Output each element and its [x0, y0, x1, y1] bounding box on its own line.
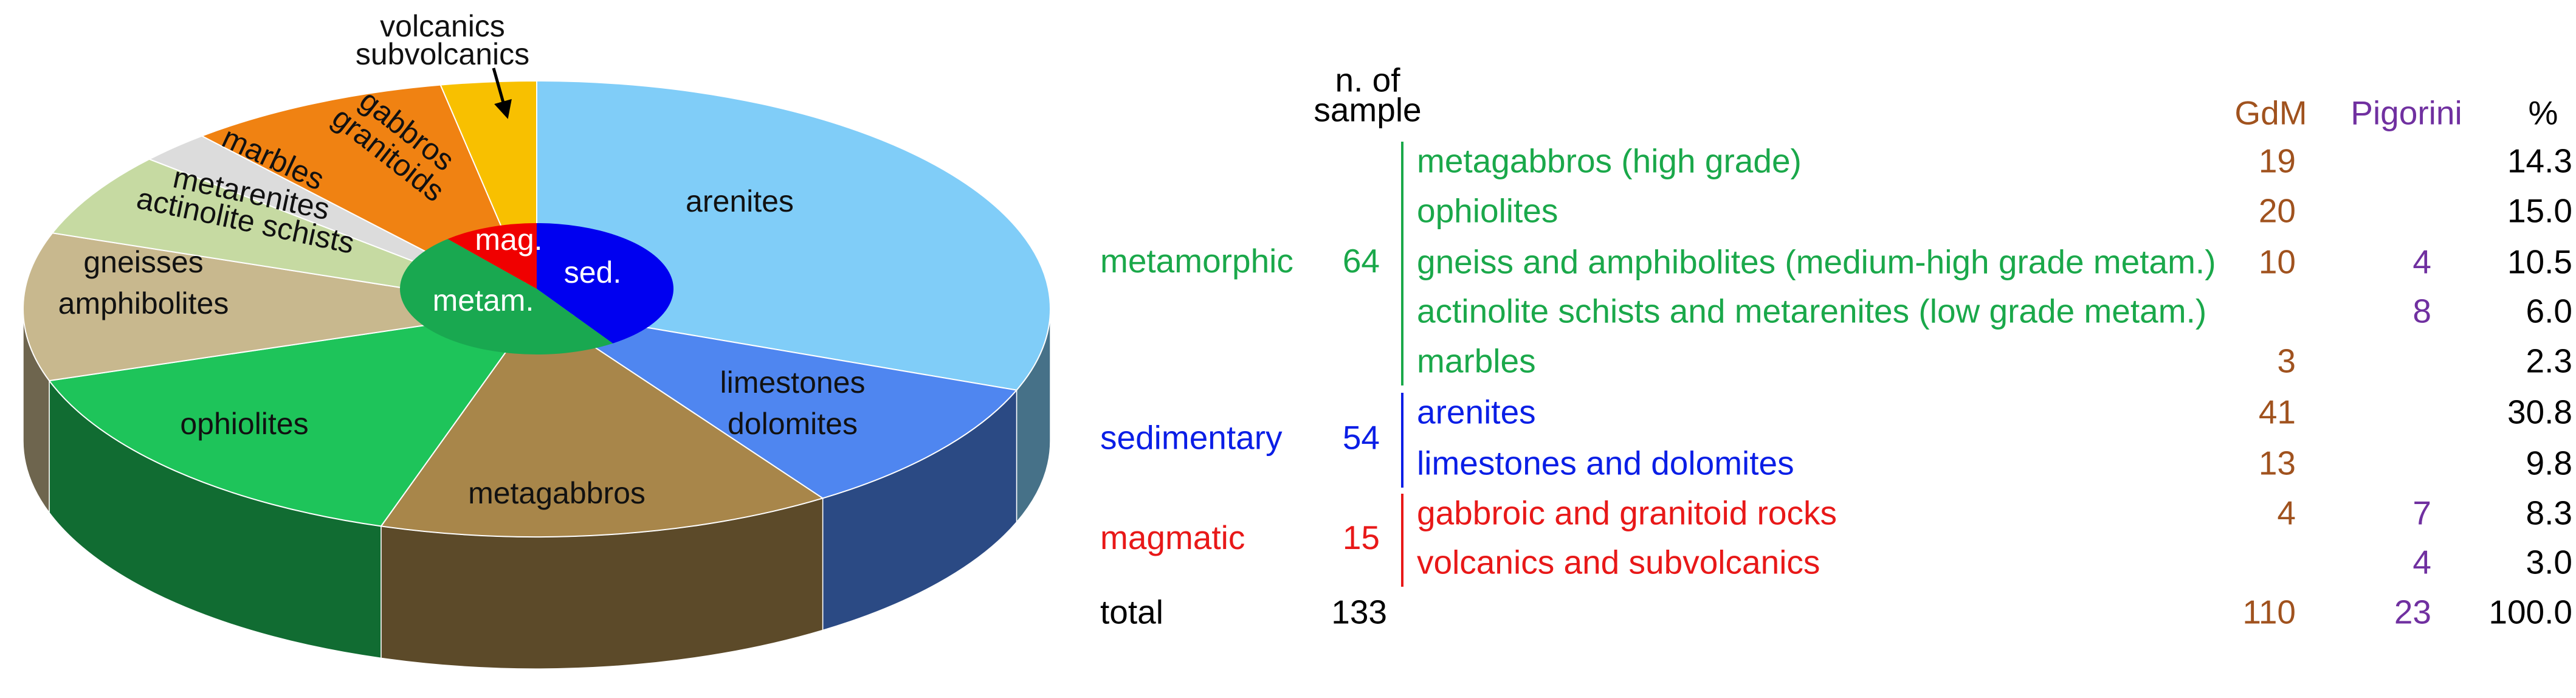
gdm-count: 4 [2277, 494, 2296, 532]
slice-label-line: dolomites [728, 407, 858, 441]
percent: 10.5 [2507, 243, 2572, 281]
label-arrow [492, 67, 512, 119]
gdm-count: 19 [2259, 142, 2296, 180]
pigorini-count: 8 [2412, 292, 2431, 330]
slice [380, 308, 824, 537]
slice-label-line: ophiolites [180, 407, 308, 441]
header: GdM [2234, 94, 2307, 132]
total-label: total [1100, 593, 1163, 631]
row-name: gneiss and amphibolites (medium-high gra… [1417, 243, 2216, 281]
percent: 3.0 [2526, 544, 2572, 581]
slice-label: limestones dolomites [720, 365, 866, 441]
total-pigorini: 23 [2394, 593, 2431, 631]
percent: 6.0 [2526, 292, 2572, 330]
group-count: 64 [1343, 242, 1380, 280]
slice [22, 232, 537, 382]
group-name: magmatic [1100, 519, 1245, 556]
row-name: gabbroic and granitoid rocks [1417, 494, 1837, 532]
group-count: 15 [1343, 519, 1380, 556]
inner-slice [400, 239, 613, 354]
slice-label-line: metagabbros [468, 476, 646, 510]
pie-chart: arenites limestones dolomites metagabbros op… [22, 9, 1051, 669]
percent: 2.3 [2526, 342, 2572, 380]
inner-label: sed. [564, 255, 622, 289]
pigorini-count: 4 [2412, 243, 2431, 281]
row-name: ophiolites [1417, 192, 1558, 230]
slice-label: arenites [686, 184, 794, 218]
slice-label-line: gneisses [83, 245, 203, 279]
gdm-count: 41 [2259, 393, 2296, 431]
inner-label: mag. [475, 223, 542, 257]
slice-label: gneisses amphibolites [58, 245, 229, 320]
gdm-count: 10 [2259, 243, 2296, 281]
slice [536, 80, 1051, 391]
header: sample [1314, 91, 1421, 129]
percent: 15.0 [2507, 192, 2572, 230]
row-name: volcanics and subvolcanics [1417, 544, 1820, 581]
group-name: metamorphic [1100, 242, 1293, 280]
gdm-count: 3 [2277, 342, 2296, 380]
gdm-count: 20 [2259, 192, 2296, 230]
group-count: 54 [1343, 419, 1380, 457]
slice-label: ophiolites [180, 407, 308, 441]
row-name: actinolite schists and metarenites (low … [1417, 292, 2206, 330]
percent: 9.8 [2526, 444, 2572, 482]
pigorini-count: 4 [2412, 544, 2431, 581]
header: Pigorini [2350, 94, 2462, 132]
total-gdm: 110 [2242, 593, 2296, 631]
inner-slice [537, 223, 673, 344]
row-name: arenites [1417, 393, 1536, 431]
total-count: 133 [1331, 593, 1387, 631]
inner-label: metam. [433, 283, 534, 317]
header: n. of [1335, 61, 1400, 99]
slice-label-line: subvolcanics [356, 37, 529, 71]
percent: 30.8 [2507, 393, 2572, 431]
row-name: metagabbros (high grade) [1417, 142, 1802, 180]
row-name: marbles [1417, 342, 1536, 380]
group-name: sedimentary [1100, 419, 1283, 457]
slice-label-line: arenites [686, 184, 794, 218]
header: % [2529, 94, 2558, 132]
percent: 8.3 [2526, 494, 2572, 532]
slice-label-line: amphibolites [58, 286, 229, 320]
gdm-count: 13 [2259, 444, 2296, 482]
inner-slice [447, 223, 537, 289]
percent: 14.3 [2507, 142, 2572, 180]
slice [536, 308, 1018, 499]
row-name: limestones and dolomites [1417, 444, 1794, 482]
slice-label: metagabbros [468, 476, 646, 510]
slice-label-line: limestones [720, 365, 866, 399]
pigorini-count: 7 [2412, 494, 2431, 532]
total-pct: 100.0 [2488, 593, 2572, 631]
slice-label-line: volcanics [380, 9, 505, 43]
